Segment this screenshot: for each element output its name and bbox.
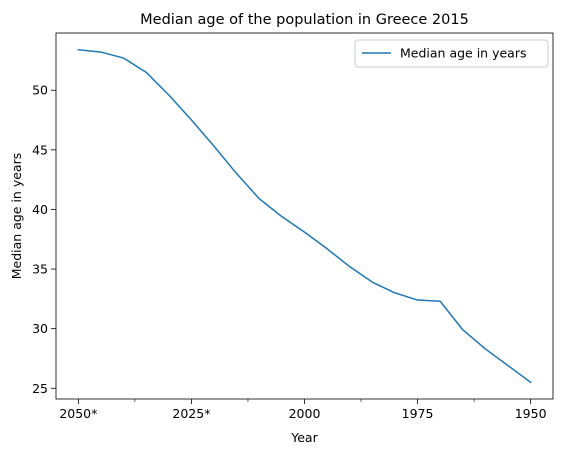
x-axis-label: Year: [290, 430, 318, 445]
legend-box: [354, 39, 549, 68]
y-axis-label: Median age in years: [9, 153, 24, 279]
y-tick-label: 45: [32, 142, 48, 157]
legend: Median age in years: [354, 39, 549, 68]
y-tick-label: 40: [32, 202, 48, 217]
plot-area: 2050* 2025* 2000 1975 1950 25 30 35 40 45 50: [32, 32, 554, 421]
x-tick-label: 2000: [289, 406, 321, 421]
series-line-median-age: [77, 48, 532, 384]
legend-label: Median age in years: [400, 46, 526, 61]
plot-frame: [55, 32, 554, 400]
y-tick-label: 30: [32, 321, 48, 336]
y-tick-label: 25: [32, 381, 48, 396]
x-tick-label: 2050*: [59, 406, 97, 421]
y-axis-ticks: 25 30 35 40 45 50: [32, 83, 56, 396]
chart-title: Median age of the population in Greece 2…: [140, 12, 469, 28]
x-tick-label: 1950: [515, 406, 547, 421]
x-tick-label: 2025*: [172, 406, 210, 421]
x-axis-ticks: 2050* 2025* 2000 1975 1950: [59, 399, 547, 421]
y-tick-label: 50: [32, 83, 48, 98]
x-tick-label: 1975: [402, 406, 434, 421]
y-tick-label: 35: [32, 262, 48, 277]
